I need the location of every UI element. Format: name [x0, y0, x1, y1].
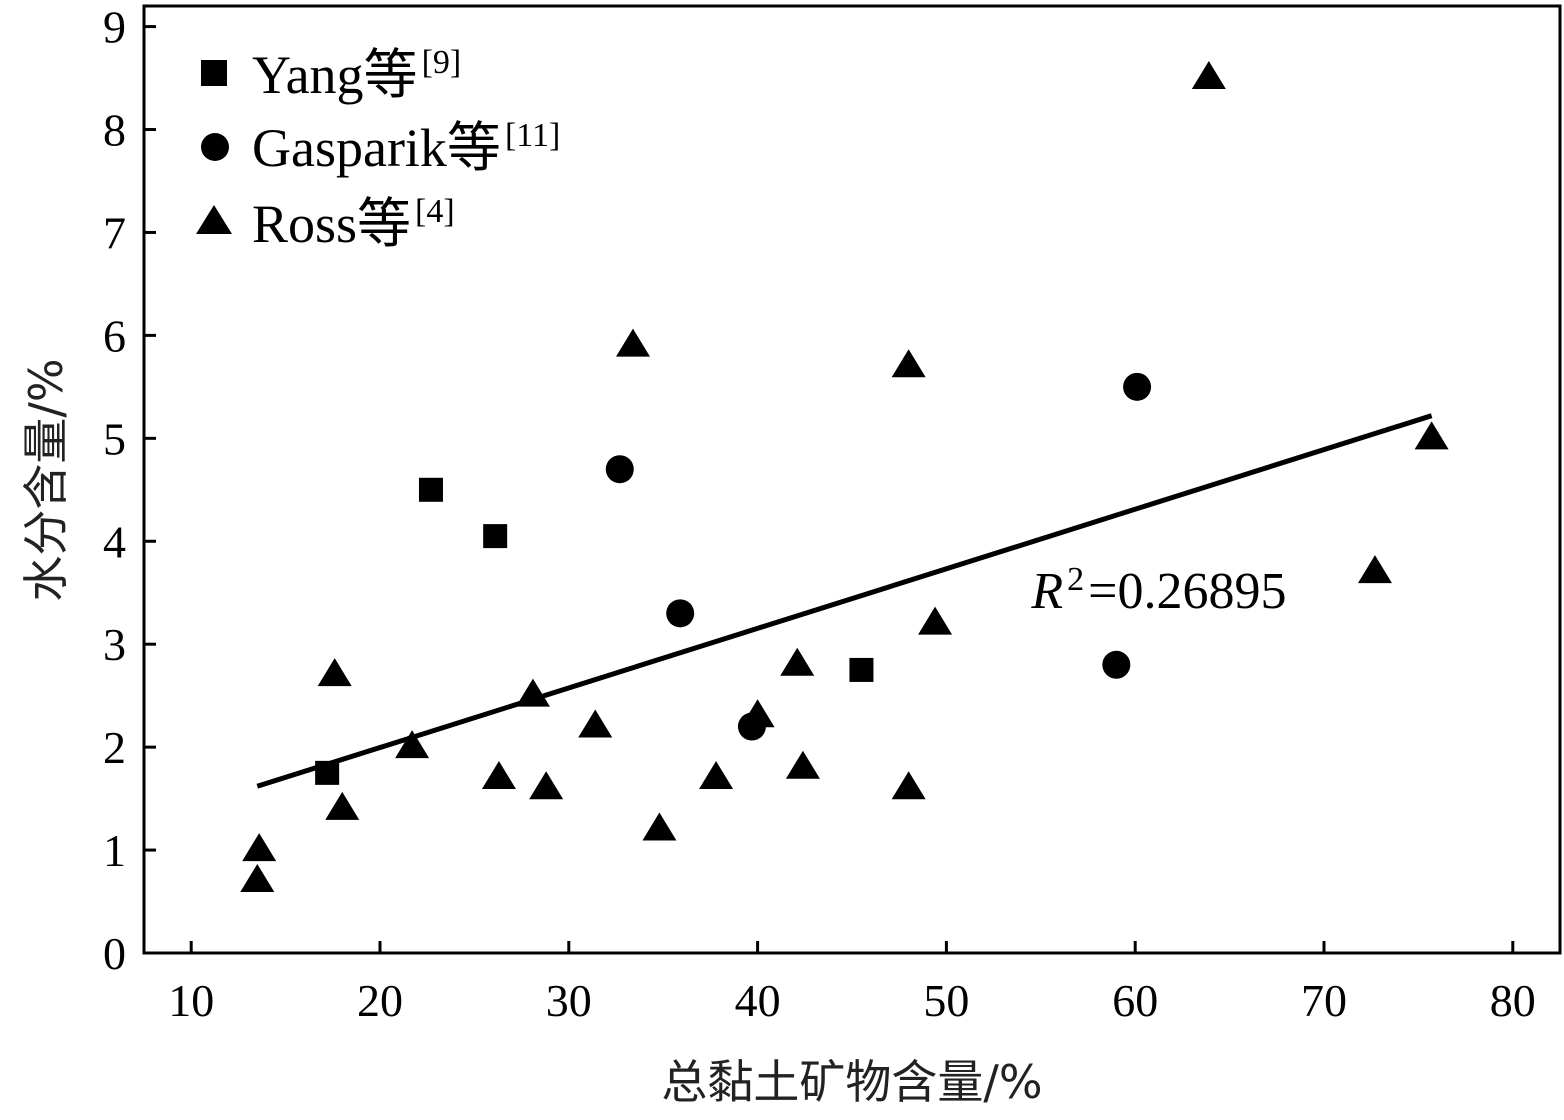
y-tick-label: 7: [103, 207, 126, 258]
point-square: [315, 760, 340, 785]
point-triangle: [891, 349, 926, 378]
x-tick-label: 60: [1112, 975, 1158, 1026]
svg-text:Ross等 [4]: Ross等 [4]: [252, 193, 455, 254]
legend: Yang等 [9] Gasparik等 [11] Ross等 [4]: [196, 44, 560, 254]
point-triangle: [615, 328, 650, 357]
r-symbol: R: [1030, 563, 1063, 620]
svg-text:Gasparik等 [11]: Gasparik等 [11]: [252, 117, 560, 178]
point-triangle: [578, 709, 613, 738]
y-tick-label: 8: [103, 105, 126, 156]
plot-frame: [142, 4, 1562, 955]
x-axis-title: 总黏土矿物含量/%: [661, 1055, 1042, 1109]
point-circle: [605, 455, 634, 484]
point-triangle: [481, 761, 516, 790]
y-tick-label: 3: [103, 619, 126, 670]
point-triangle: [740, 699, 775, 728]
y-tick-label: 4: [103, 516, 126, 567]
y-tick-label: 0: [103, 928, 126, 979]
legend-item-ross: Ross等 [4]: [196, 193, 455, 254]
point-triangle: [785, 750, 820, 779]
point-triangle: [891, 771, 926, 800]
svg-text:Yang等 [9]: Yang等 [9]: [252, 44, 461, 105]
r-superscript: 2: [1067, 561, 1084, 598]
trendline: [256, 413, 1433, 789]
legend-ref-yang: [9]: [422, 44, 462, 81]
y-tick-label: 2: [103, 722, 126, 773]
x-tick-label: 20: [357, 975, 403, 1026]
legend-circle-marker: [201, 133, 229, 161]
x-tick-label: 40: [735, 975, 781, 1026]
point-triangle: [642, 812, 677, 841]
legend-square-marker: [201, 60, 227, 86]
point-square: [849, 657, 874, 682]
x-tick-label: 50: [923, 975, 969, 1026]
legend-label-yang: Yang等: [252, 45, 418, 105]
y-tick-label: 5: [103, 413, 126, 464]
point-triangle: [1357, 555, 1392, 584]
legend-item-gasparik: Gasparik等 [11]: [201, 117, 560, 178]
point-square: [418, 477, 443, 502]
point-triangle: [317, 658, 352, 687]
point-triangle: [529, 771, 564, 800]
point-circle: [1123, 372, 1152, 401]
y-axis-ticks: 0 1 2 3 4 5 6 7 8 9: [103, 2, 156, 979]
point-triangle: [242, 833, 277, 862]
legend-label-gasparik: Gasparik等: [252, 118, 501, 178]
x-tick-label: 10: [168, 975, 214, 1026]
y-tick-label: 1: [103, 825, 126, 876]
point-triangle: [395, 730, 430, 759]
point-circle: [666, 599, 695, 628]
point-square: [483, 524, 508, 549]
y-tick-label: 9: [103, 2, 126, 53]
point-triangle: [780, 647, 815, 676]
r-squared-annotation: R 2 =0.26895: [1030, 561, 1286, 620]
legend-item-yang: Yang等 [9]: [201, 44, 461, 105]
y-axis-title: 水分含量/%: [19, 358, 73, 601]
data-points: [240, 61, 1449, 892]
legend-ref-gasparik: [11]: [505, 117, 560, 154]
point-triangle: [515, 678, 550, 707]
y-tick-label: 6: [103, 310, 126, 361]
x-tick-label: 70: [1301, 975, 1347, 1026]
point-circle: [1102, 650, 1131, 679]
x-axis-ticks: 10 20 30 40 50 60 70 80: [168, 941, 1536, 1026]
point-triangle: [1414, 421, 1449, 450]
legend-label-ross: Ross等: [252, 194, 411, 254]
x-tick-label: 80: [1490, 975, 1536, 1026]
legend-ref-ross: [4]: [415, 193, 455, 230]
r-squared-value: =0.26895: [1088, 563, 1286, 620]
trendline-group: [256, 413, 1433, 789]
point-triangle: [325, 791, 360, 820]
point-triangle: [1191, 61, 1226, 90]
point-triangle: [240, 863, 275, 892]
point-triangle: [918, 606, 953, 635]
legend-triangle-marker: [196, 205, 232, 234]
point-triangle: [699, 761, 734, 790]
x-tick-label: 30: [546, 975, 592, 1026]
